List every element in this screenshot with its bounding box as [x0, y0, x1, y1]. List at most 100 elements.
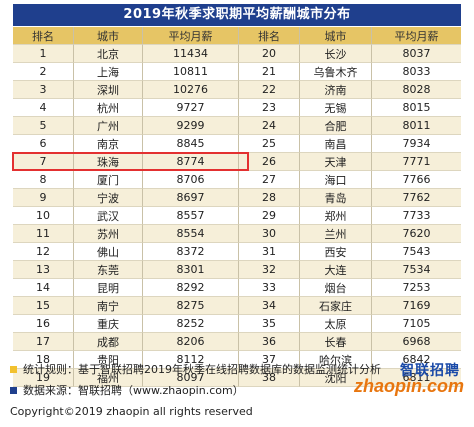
table-cell-city: 天津 — [300, 153, 372, 171]
table-cell-salary: 7766 — [372, 171, 461, 189]
table-cell-salary: 7534 — [372, 261, 461, 279]
table-cell-city: 成都 — [74, 333, 143, 351]
table-cell-salary: 8252 — [143, 315, 239, 333]
table-cell-city: 南昌 — [300, 135, 372, 153]
table-cell-city: 武汉 — [74, 207, 143, 225]
table-cell-rank: 5 — [13, 117, 74, 135]
table-cell-city: 长沙 — [300, 45, 372, 63]
table-cell-rank: 33 — [239, 279, 300, 297]
table-cell-rank: 32 — [239, 261, 300, 279]
table-cell-rank: 27 — [239, 171, 300, 189]
table-cell-rank: 35 — [239, 315, 300, 333]
table-cell-salary: 7105 — [372, 315, 461, 333]
zhaopin-logo: 智联招聘 zhaopin.com — [352, 360, 470, 400]
table-cell-salary: 8033 — [372, 63, 461, 81]
table-cell-city: 合肥 — [300, 117, 372, 135]
header-rank-left: 排名 — [13, 27, 74, 45]
table-cell-city: 杭州 — [74, 99, 143, 117]
table-cell-rank: 24 — [239, 117, 300, 135]
highlight-box-xiamen — [12, 152, 249, 171]
table-cell-city: 石家庄 — [300, 297, 372, 315]
table-cell-salary: 8557 — [143, 207, 239, 225]
table-cell-rank: 29 — [239, 207, 300, 225]
table-cell-salary: 8112 — [143, 351, 239, 369]
header-rank-right: 排名 — [239, 27, 300, 45]
table-cell-rank: 26 — [239, 153, 300, 171]
table-cell-city: 南宁 — [74, 297, 143, 315]
table-cell-salary: 8275 — [143, 297, 239, 315]
data-source-note: 数据来源：智联招聘（www.zhaopin.com） — [10, 382, 244, 398]
table-cell-salary: 10276 — [143, 81, 239, 99]
table-cell-city: 上海 — [74, 63, 143, 81]
blue-square-icon — [10, 386, 17, 394]
logo-en-text: zhaopin.com — [353, 376, 464, 396]
table-cell-rank: 25 — [239, 135, 300, 153]
table-cell-city: 烟台 — [300, 279, 372, 297]
table-cell-city: 福州 — [74, 369, 143, 387]
table-cell-city: 贵阳 — [74, 351, 143, 369]
table-cell-salary: 8015 — [372, 99, 461, 117]
table-cell-rank: 8 — [13, 171, 74, 189]
table-cell-rank: 30 — [239, 225, 300, 243]
table-cell-salary: 8097 — [143, 369, 239, 387]
header-salary-left: 平均月薪 — [143, 27, 239, 45]
table-cell-city: 珠海 — [74, 153, 143, 171]
table-cell-rank: 17 — [13, 333, 74, 351]
table-cell-salary: 6968 — [372, 333, 461, 351]
yellow-square-icon — [10, 365, 17, 373]
table-cell-city: 西安 — [300, 243, 372, 261]
table-cell-salary: 7934 — [372, 135, 461, 153]
table-cell-rank: 13 — [13, 261, 74, 279]
table-cell-city: 海口 — [300, 171, 372, 189]
table-cell-city: 宁波 — [74, 189, 143, 207]
table-cell-rank: 21 — [239, 63, 300, 81]
table-cell-city: 乌鲁木齐 — [300, 63, 372, 81]
table-cell-city: 无锡 — [300, 99, 372, 117]
table-cell-city: 苏州 — [74, 225, 143, 243]
table-cell-rank: 16 — [13, 315, 74, 333]
table-cell-rank: 14 — [13, 279, 74, 297]
table-cell-city: 昆明 — [74, 279, 143, 297]
table-cell-salary: 10811 — [143, 63, 239, 81]
table-cell-salary: 6842 — [372, 351, 461, 369]
table-cell-rank: 3 — [13, 81, 74, 99]
salary-table: 排名 城市 平均月薪 排名 城市 平均月薪 1 北京 11434 20 长沙 8037 2 上海 10811… — [13, 27, 461, 387]
table-cell-rank: 4 — [13, 99, 74, 117]
table-cell-salary: 8697 — [143, 189, 239, 207]
table-cell-rank: 34 — [239, 297, 300, 315]
table-cell-rank: 36 — [239, 333, 300, 351]
table-cell-rank: 15 — [13, 297, 74, 315]
copyright-text: Copyright©2019 zhaopin all rights reserv… — [10, 405, 253, 418]
table-cell-rank: 9 — [13, 189, 74, 207]
table-cell-city: 厦门 — [74, 171, 143, 189]
table-cell-city: 大连 — [300, 261, 372, 279]
header-city-left: 城市 — [74, 27, 143, 45]
table-cell-rank: 10 — [13, 207, 74, 225]
table-cell-rank: 19 — [13, 369, 74, 387]
table-cell-salary: 7620 — [372, 225, 461, 243]
table-cell-rank: 37 — [239, 351, 300, 369]
table-cell-salary: 8845 — [143, 135, 239, 153]
table-title: 2019年秋季求职期平均薪酬城市分布 — [13, 4, 461, 26]
table-cell-salary: 7762 — [372, 189, 461, 207]
table-cell-salary: 9299 — [143, 117, 239, 135]
table-cell-city: 广州 — [74, 117, 143, 135]
table-cell-rank: 31 — [239, 243, 300, 261]
table-cell-city: 长春 — [300, 333, 372, 351]
table-cell-rank: 20 — [239, 45, 300, 63]
table-cell-salary: 8011 — [372, 117, 461, 135]
table-cell-salary: 7253 — [372, 279, 461, 297]
table-cell-salary: 8301 — [143, 261, 239, 279]
table-cell-rank: 18 — [13, 351, 74, 369]
table-cell-rank: 6 — [13, 135, 74, 153]
table-cell-salary: 8206 — [143, 333, 239, 351]
table-cell-rank: 23 — [239, 99, 300, 117]
table-cell-city: 沈阳 — [300, 369, 372, 387]
table-cell-city: 青岛 — [300, 189, 372, 207]
table-cell-salary: 7733 — [372, 207, 461, 225]
table-cell-salary: 8292 — [143, 279, 239, 297]
table-cell-city: 哈尔滨 — [300, 351, 372, 369]
table-cell-city: 北京 — [74, 45, 143, 63]
table-cell-rank: 11 — [13, 225, 74, 243]
stat-rule-text: 统计规则：基于智联招聘2019年秋季在线招聘数据库的数据监测统计分析 — [23, 363, 381, 376]
